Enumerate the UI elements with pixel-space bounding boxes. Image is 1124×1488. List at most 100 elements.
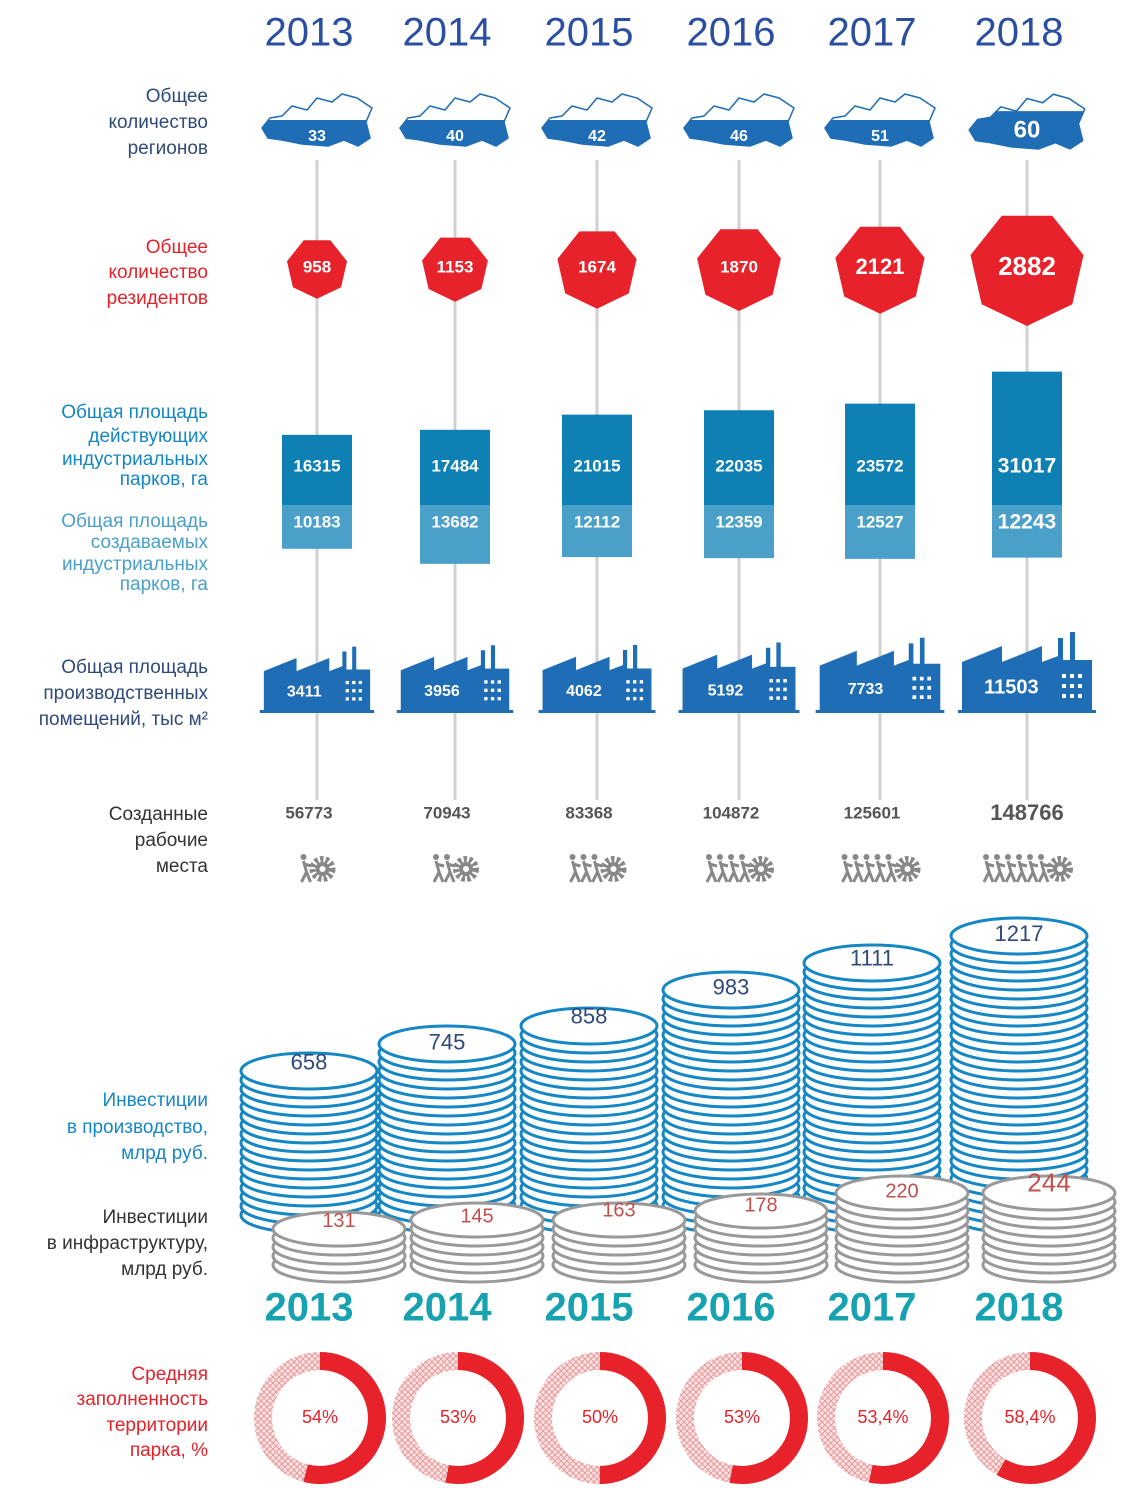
factory-window [912,686,917,690]
factory-shape [962,632,1092,712]
row-label: заполненность [76,1389,208,1410]
row-label: Созданные [109,804,208,825]
factory-window [490,680,495,684]
active-area-value: 21015 [573,456,620,475]
factory-window [769,687,773,692]
factory-window [769,696,773,700]
worker-head [863,854,870,860]
worker-head [569,854,576,860]
map-fill [825,120,933,146]
worker-head [874,854,881,860]
production-value: 7733 [848,681,884,698]
region-map [683,93,795,147]
active-area-value: 31017 [998,455,1056,478]
gear-hole [463,866,469,872]
map-fill [542,120,650,146]
row-label: Общая площадь [61,657,208,678]
factory-base [538,710,656,713]
jobs-value: 56773 [285,803,332,822]
row-label: Общее [146,86,208,107]
resident-value: 2882 [998,251,1056,281]
factory-window [783,687,787,692]
worker-head [717,854,723,860]
factory-window [626,680,630,684]
gear [894,856,921,882]
occupancy-arc [254,1352,386,1484]
factory-window [1078,684,1082,688]
year-top: 2018 [975,11,1064,55]
worker-head [1038,854,1044,860]
resident-value: 2121 [856,254,905,279]
gear-hole [758,866,764,872]
row-label: индустриальных [62,554,209,575]
factory [400,645,510,712]
factory-window [490,688,495,692]
created-area-bar [992,505,1062,558]
factory-window [927,676,932,681]
factory-window [633,688,637,692]
active-area-bar [704,410,774,505]
row-label: Общее [146,237,208,258]
year-bottom: 2018 [975,1286,1064,1330]
year-bottom: 2013 [265,1286,354,1330]
factory-window [497,696,501,701]
occupancy-arc [676,1352,808,1484]
active-area-bar [562,414,632,505]
factory-window [345,697,349,701]
row-label: Средняя [131,1364,208,1385]
created-area-bar [704,505,774,559]
factory-window [358,689,362,693]
invest-production-value: 745 [429,1029,466,1054]
worker-body [841,860,853,883]
active-area-value: 22035 [715,456,762,475]
infrastructure-coin [981,1174,1117,1212]
invest-infrastructure-value: 220 [885,1181,918,1203]
occupancy-value: 54% [302,1407,338,1427]
infrastructure-coin [271,1210,407,1248]
row-label: места [156,856,209,877]
production-value: 3956 [424,683,460,700]
investment-coin [802,943,942,983]
region-value: 46 [730,128,748,145]
row-label: Общая площадь [61,511,208,532]
year-bottom: 2014 [403,1286,493,1330]
resident-heptagon [970,215,1084,326]
gear [453,856,479,882]
created-area-bar [282,505,352,549]
worker-head [580,854,587,860]
invest-production-value: 1217 [995,921,1044,946]
factory-shape [263,646,371,712]
map-fill [684,120,792,146]
occupancy-value: 53,4% [857,1407,908,1427]
factory-window [639,680,644,684]
worker-body [716,860,729,883]
row-label: действующих [88,426,208,447]
region-value: 42 [588,128,606,145]
worker-body [705,860,718,883]
resident-heptagon [835,226,925,314]
worker-body [982,860,995,883]
row-label: Общая площадь [61,402,208,423]
region-map [968,93,1086,150]
factory-window [1078,694,1082,698]
infrastructure-coin [409,1201,545,1239]
invest-production-value: 983 [713,975,750,1000]
worker-head [433,854,439,860]
worker-head [983,854,989,860]
investment-coin [239,1051,379,1091]
created-area-bar [845,505,915,559]
worker-head [739,854,745,860]
factory-window [358,697,362,701]
row-label: индустриальных [62,449,209,470]
created-area-value: 12527 [856,512,903,531]
invest-infrastructure-value: 178 [744,1195,777,1217]
resident-heptagon [697,229,781,311]
created-area-value: 12359 [715,512,762,531]
factory-window [912,676,917,681]
gear-hole [610,866,617,872]
investment-coin [519,1006,659,1046]
factory [819,637,941,712]
worker-head [706,854,712,860]
region-map [399,93,511,147]
worker-head [994,854,1000,860]
